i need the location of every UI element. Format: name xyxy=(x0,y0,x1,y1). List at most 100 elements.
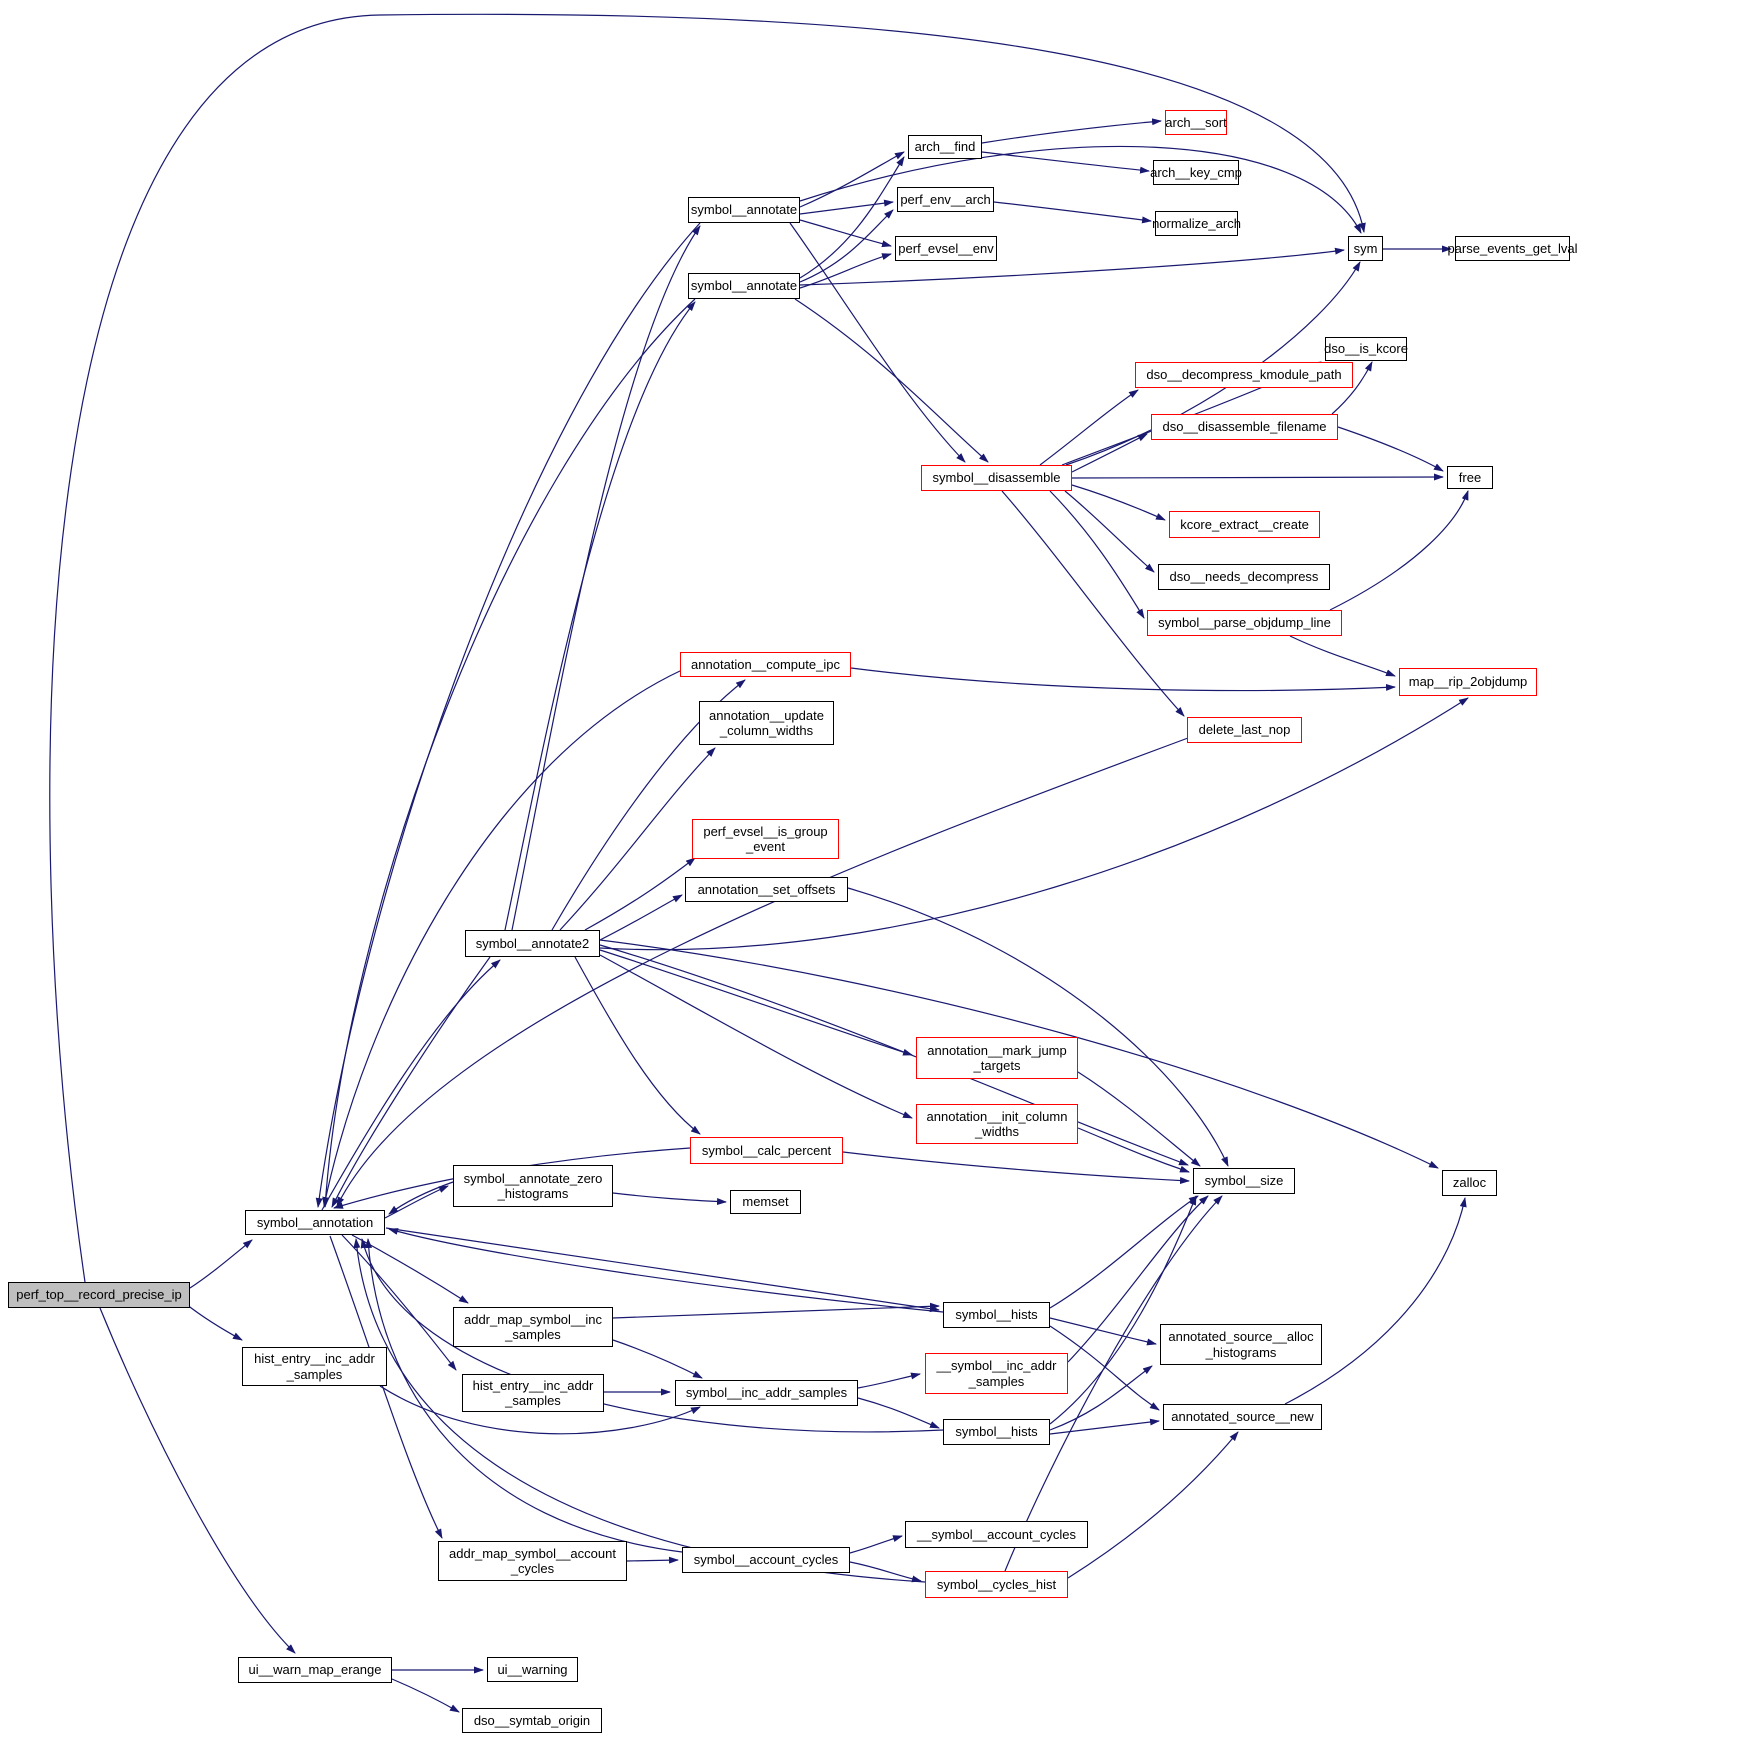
node-symbol__inc_addr_samples[interactable]: symbol__inc_addr_samples xyxy=(675,1380,858,1406)
node-normalize_arch[interactable]: normalize_arch xyxy=(1152,211,1241,236)
edge-symbol__annotate_b--sym xyxy=(799,247,1345,286)
node-symbol__size[interactable]: symbol__size xyxy=(1193,1168,1295,1194)
node-annotation__update_column_widths[interactable]: annotation__update _column_widths xyxy=(699,701,834,745)
node-annotated_source__new[interactable]: annotated_source__new xyxy=(1163,1404,1322,1430)
edge-symbol__annotate_a--symbol__annotation xyxy=(315,222,701,1208)
node-map__rip_2objdump[interactable]: map__rip_2objdump xyxy=(1399,668,1537,696)
edge-symbol__hists_b--annotated_source__alloc_histograms xyxy=(1049,1365,1153,1431)
edge-symbol__hists_b--annotated_source__new xyxy=(1049,1418,1160,1435)
edge-symbol__disassemble--dso__decompress_kmodule_path xyxy=(1039,389,1139,466)
edge-annotation__compute_ipc--map__rip_2objdump xyxy=(850,667,1396,692)
node-hist_entry__inc_addr_samples_a[interactable]: hist_entry__inc_addr _samples xyxy=(242,1347,387,1386)
edge-symbol__annotate2--symbol__size xyxy=(599,944,1189,1166)
node-arch__find[interactable]: arch__find xyxy=(908,135,982,159)
node-annotation__set_offsets[interactable]: annotation__set_offsets xyxy=(685,877,848,902)
edge-symbol__annotate_b--arch__find xyxy=(799,156,905,279)
node-__symbol__account_cycles[interactable]: __symbol__account_cycles xyxy=(905,1521,1088,1548)
node-__symbol__inc_addr_samples[interactable]: __symbol__inc_addr _samples xyxy=(925,1353,1068,1394)
node-parse_events_get_lval[interactable]: parse_events_get_lval xyxy=(1447,236,1578,261)
node-symbol__calc_percent[interactable]: symbol__calc_percent xyxy=(690,1137,843,1164)
node-symbol__annotate_b[interactable]: symbol__annotate xyxy=(688,273,800,299)
edge-symbol__annotate_b--symbol__annotation xyxy=(322,298,696,1208)
node-symbol__parse_objdump_line[interactable]: symbol__parse_objdump_line xyxy=(1147,610,1342,636)
edge-annotation__set_offsets--symbol__size xyxy=(847,887,1229,1167)
node-annotation__mark_jump_targets[interactable]: annotation__mark_jump _targets xyxy=(916,1037,1078,1079)
node-annotation__init_column_widths[interactable]: annotation__init_column _widths xyxy=(916,1104,1078,1144)
edge-symbol__disassemble--delete_last_nop xyxy=(1001,490,1185,717)
edge-symbol__annotate_b--perf_env__arch xyxy=(799,209,894,283)
edge-symbol__account_cycles--__symbol__account_cycles xyxy=(849,1535,903,1554)
edge-symbol__inc_addr_samples--__symbol__inc_addr_samples xyxy=(857,1372,921,1389)
edge-hist_entry__inc_addr_samples_a--symbol__inc_addr_samples xyxy=(379,1385,701,1435)
node-symbol__annotate2[interactable]: symbol__annotate2 xyxy=(465,930,600,957)
edge-symbol__annotate2--symbol__calc_percent xyxy=(574,956,701,1135)
edge-symbol__hists_a--annotated_source__alloc_histograms xyxy=(1049,1317,1157,1346)
edge-symbol__annotation--symbol__annotate2 xyxy=(321,959,501,1211)
edge-symbol__annotate2--perf_evsel__is_group_event xyxy=(584,857,696,931)
edge-symbol__annotation--addr_map_symbol__account_cycles xyxy=(329,1235,443,1539)
edge-perf_top__record_precise_ip--ui__warn_map_erange xyxy=(99,1307,296,1654)
node-annotated_source__alloc_histograms[interactable]: annotated_source__alloc _histograms xyxy=(1160,1324,1322,1365)
node-ui__warning[interactable]: ui__warning xyxy=(487,1657,578,1682)
node-addr_map_symbol__account_cycles[interactable]: addr_map_symbol__account _cycles xyxy=(438,1541,627,1581)
edge-symbol__annotation--symbol__annotate_zero_histograms xyxy=(384,1185,449,1219)
edge-perf_top__record_precise_ip--sym xyxy=(49,13,1366,1283)
node-perf_env__arch[interactable]: perf_env__arch xyxy=(897,187,994,212)
edge-symbol__annotation--addr_map_symbol__inc_samples xyxy=(351,1234,469,1304)
edge-symbol__disassemble--symbol__parse_objdump_line xyxy=(1049,490,1145,619)
node-symbol__hists_a[interactable]: symbol__hists xyxy=(943,1302,1050,1328)
edge-symbol__annotate_zero_histograms--memset xyxy=(612,1192,727,1206)
edge-symbol__annotate_zero_histograms--symbol__annotation xyxy=(388,1181,454,1215)
edge-annotation__compute_ipc--symbol__annotation xyxy=(322,669,683,1207)
edge-addr_map_symbol__inc_samples--symbol__hists_a xyxy=(612,1302,940,1319)
edge-ui__warn_map_erange--dso__symtab_origin xyxy=(391,1678,460,1713)
node-symbol__disassemble[interactable]: symbol__disassemble xyxy=(921,465,1072,491)
edge-perf_env__arch--normalize_arch xyxy=(993,201,1152,224)
node-memset[interactable]: memset xyxy=(730,1190,801,1214)
node-addr_map_symbol__inc_samples[interactable]: addr_map_symbol__inc _samples xyxy=(453,1307,613,1347)
node-dso__needs_decompress[interactable]: dso__needs_decompress xyxy=(1158,564,1330,590)
node-symbol__annotate_zero_histograms[interactable]: symbol__annotate_zero _histograms xyxy=(453,1165,613,1207)
node-perf_evsel__env[interactable]: perf_evsel__env xyxy=(895,236,997,261)
edge-annotated_source__new--zalloc xyxy=(1284,1197,1467,1405)
edge-symbol__parse_objdump_line--free xyxy=(1329,490,1469,611)
edge-perf_top__record_precise_ip--hist_entry__inc_addr_samples_a xyxy=(185,1303,243,1341)
edge-symbol__annotation--symbol__hists_a xyxy=(385,1227,940,1313)
edge-symbol__annotate_a--perf_evsel__env xyxy=(799,219,892,248)
node-symbol__annotate_a[interactable]: symbol__annotate xyxy=(688,197,800,223)
node-symbol__account_cycles[interactable]: symbol__account_cycles xyxy=(682,1547,850,1573)
edge-delete_last_nop--symbol__annotation xyxy=(336,737,1189,1207)
node-dso__symtab_origin[interactable]: dso__symtab_origin xyxy=(462,1708,602,1733)
node-zalloc[interactable]: zalloc xyxy=(1442,1170,1497,1196)
edge-symbol__annotate_b--symbol__disassemble xyxy=(794,298,989,463)
node-arch__key_cmp[interactable]: arch__key_cmp xyxy=(1150,160,1242,185)
edge-symbol__hists_a--symbol__size xyxy=(1049,1195,1199,1309)
edge-dso__disassemble_filename--free xyxy=(1337,426,1444,472)
node-symbol__hists_b[interactable]: symbol__hists xyxy=(943,1419,1050,1445)
edge-symbol__account_cycles--symbol__cycles_hist xyxy=(849,1561,922,1583)
node-symbol__annotation[interactable]: symbol__annotation xyxy=(245,1210,385,1235)
edge-symbol__annotate_a--sym xyxy=(799,145,1362,234)
edge-symbol__annotate2--annotation__init_column_widths xyxy=(599,954,913,1119)
node-annotation__compute_ipc[interactable]: annotation__compute_ipc xyxy=(680,652,851,677)
edge-symbol__annotate2--annotation__mark_jump_targets xyxy=(599,949,913,1056)
node-free[interactable]: free xyxy=(1447,466,1493,489)
edge-symbol__calc_percent--symbol__size xyxy=(842,1151,1190,1185)
node-arch__sort[interactable]: arch__sort xyxy=(1165,110,1227,135)
node-dso__disassemble_filename[interactable]: dso__disassemble_filename xyxy=(1151,414,1338,440)
node-symbol__cycles_hist[interactable]: symbol__cycles_hist xyxy=(925,1571,1068,1598)
edge-symbol__annotate_a--symbol__disassemble xyxy=(789,222,966,463)
edge-arch__find--arch__sort xyxy=(981,118,1162,144)
node-delete_last_nop[interactable]: delete_last_nop xyxy=(1187,717,1302,743)
node-kcore_extract__create[interactable]: kcore_extract__create xyxy=(1169,511,1320,538)
node-dso__is_kcore[interactable]: dso__is_kcore xyxy=(1324,337,1408,361)
edge-symbol__annotate_a--arch__find xyxy=(799,151,905,208)
edge-symbol__parse_objdump_line--map__rip_2objdump xyxy=(1289,635,1396,677)
node-perf_evsel__is_group_event[interactable]: perf_evsel__is_group _event xyxy=(692,819,839,859)
node-dso__decompress_kmodule_path[interactable]: dso__decompress_kmodule_path xyxy=(1135,362,1353,388)
node-sym[interactable]: sym xyxy=(1348,236,1383,261)
node-ui__warn_map_erange[interactable]: ui__warn_map_erange xyxy=(238,1657,392,1683)
node-perf_top__record_precise_ip: perf_top__record_precise_ip xyxy=(8,1282,190,1308)
node-hist_entry__inc_addr_samples_b[interactable]: hist_entry__inc_addr _samples xyxy=(462,1374,604,1412)
